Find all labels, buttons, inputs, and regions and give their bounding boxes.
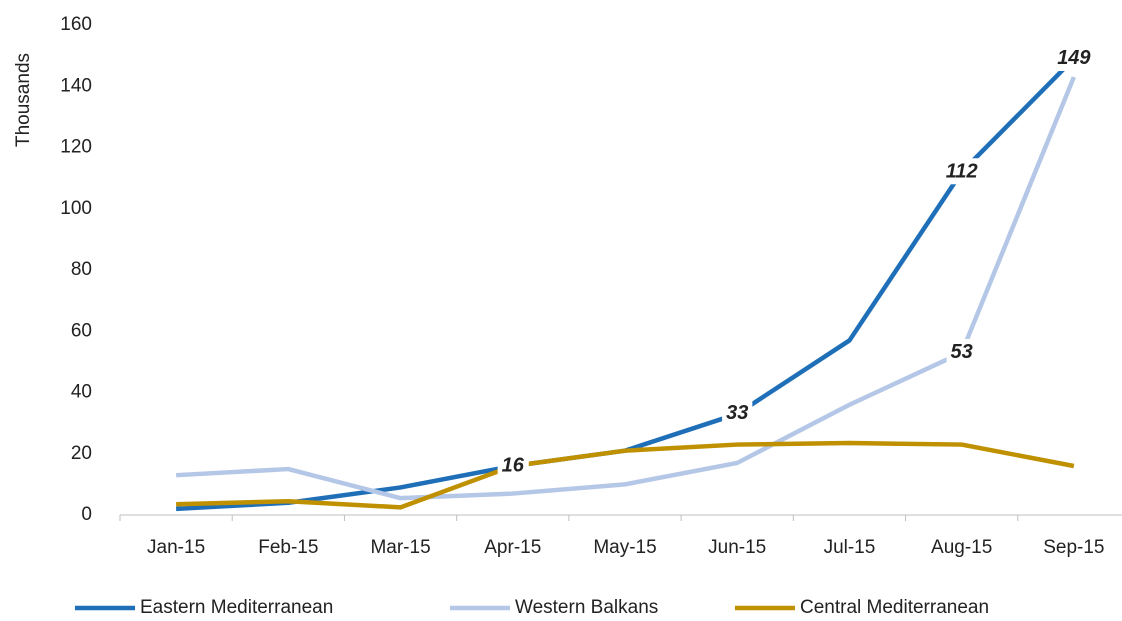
- value-label: 149: [1057, 47, 1091, 69]
- y-tick-label: 140: [60, 75, 92, 96]
- y-tick-label: 40: [71, 382, 92, 403]
- y-tick-label: 0: [81, 504, 92, 525]
- value-label: 33: [726, 402, 748, 424]
- value-label-bg: [1053, 44, 1096, 71]
- x-tick-label: Sep-15: [1043, 537, 1104, 558]
- value-label-bg: [722, 400, 753, 427]
- y-axis-label: Thousands: [13, 53, 34, 147]
- x-tick-label: Apr-15: [484, 537, 541, 558]
- y-tick-label: 80: [71, 259, 92, 280]
- x-tick-label: Jun-15: [708, 537, 766, 558]
- value-label: 53: [951, 341, 973, 363]
- x-tick-label: Aug-15: [931, 537, 992, 558]
- x-tick-label: Jan-15: [147, 537, 205, 558]
- value-label: 112: [946, 160, 978, 182]
- x-tick-label: May-15: [593, 537, 656, 558]
- x-tick-label: Jul-15: [824, 537, 876, 558]
- y-tick-label: 160: [60, 14, 92, 35]
- x-tick-label: Mar-15: [370, 537, 430, 558]
- value-label-bg: [946, 338, 977, 365]
- x-tick-label: Feb-15: [258, 537, 318, 558]
- legend-label: Central Mediterranean: [800, 597, 989, 618]
- series-line: [175, 76, 1076, 501]
- value-label-bg: [941, 158, 982, 185]
- legend-label: Western Balkans: [515, 597, 658, 618]
- series-line: [175, 57, 1076, 512]
- y-tick-label: 100: [60, 198, 92, 219]
- series-line: [176, 440, 1075, 510]
- value-label: 16: [502, 454, 525, 476]
- y-tick-label: 60: [71, 320, 92, 341]
- y-tick-label: 120: [60, 137, 92, 158]
- y-tick-label: 20: [71, 443, 92, 464]
- legend-label: Eastern Mediterranean: [140, 597, 333, 618]
- value-label-bg: [497, 452, 529, 479]
